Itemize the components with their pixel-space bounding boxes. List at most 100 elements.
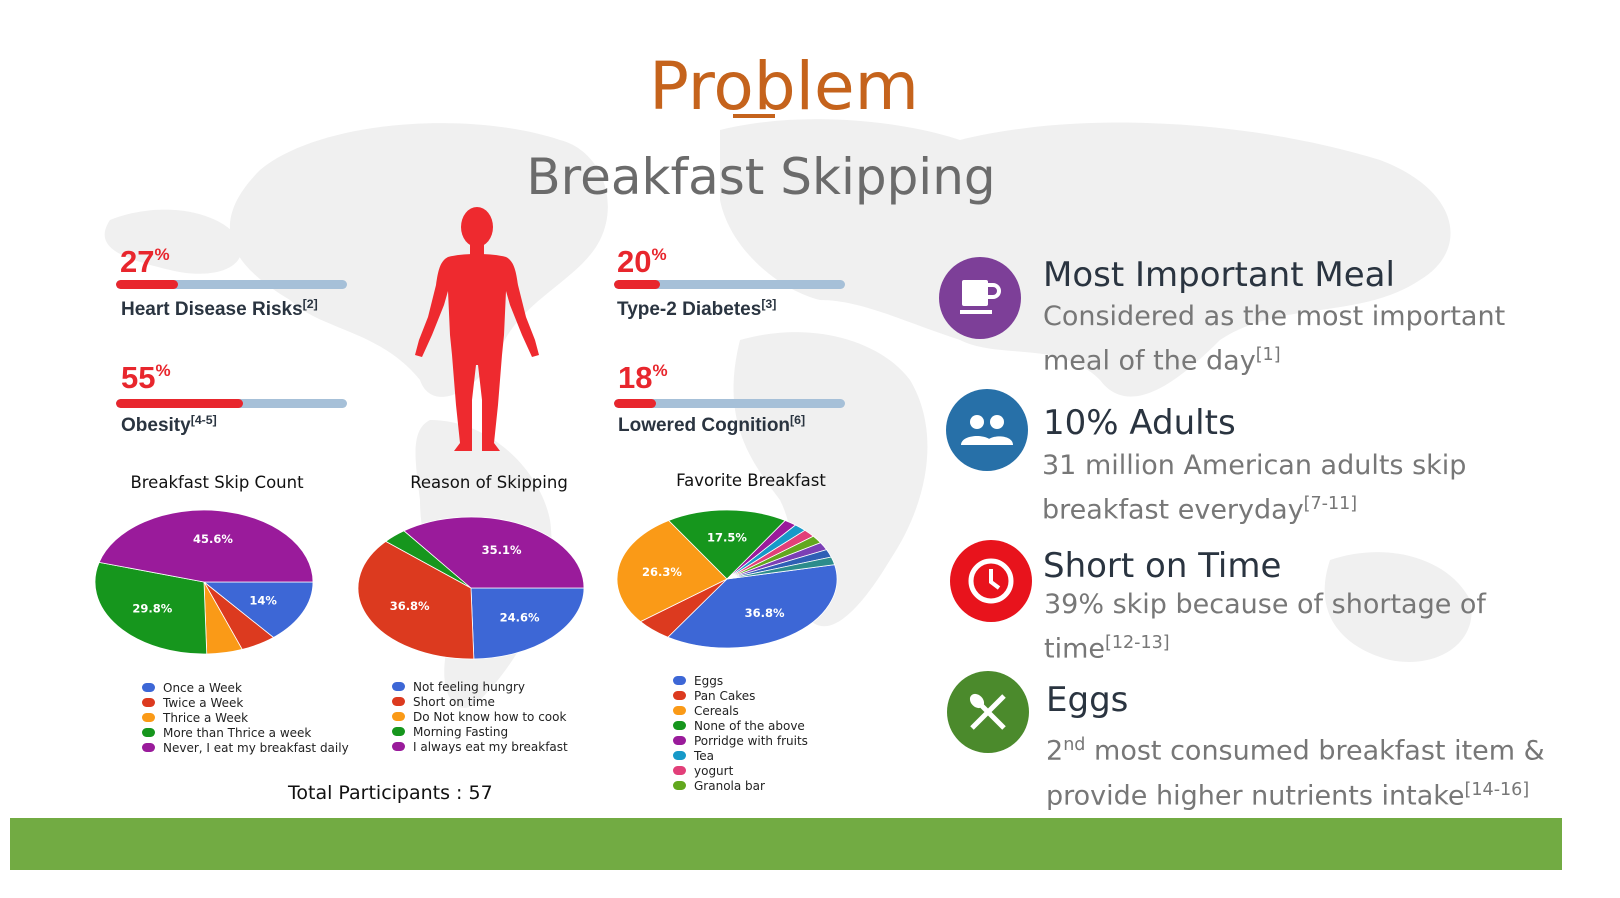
legend-swatch <box>142 698 155 707</box>
stat-percent: 27% <box>120 244 170 279</box>
legend-item: Pan Cakes <box>673 688 808 703</box>
slide-edge <box>1562 0 1620 898</box>
legend-swatch <box>392 727 405 736</box>
stat-percent: 18% <box>618 360 668 395</box>
feature-desc-short-time: 39% skip because of shortage of time[12-1… <box>1044 589 1486 665</box>
legend-swatch <box>673 736 686 745</box>
legend-swatch <box>673 706 686 715</box>
pie-label-2-0: 36.8% <box>745 606 785 620</box>
footer-bar <box>10 818 1562 870</box>
fork-spoon-icon <box>947 671 1029 753</box>
legend-label: Never, I eat my breakfast daily <box>163 740 349 755</box>
legend-label: Tea <box>694 748 715 763</box>
legend-label: Pan Cakes <box>694 688 756 703</box>
legend-swatch <box>673 721 686 730</box>
page-subtitle: Breakfast Skipping <box>526 148 996 206</box>
pie-slice-2-2 <box>616 520 728 623</box>
chart-title-favorite: Favorite Breakfast <box>676 471 826 490</box>
legend-label: None of the above <box>694 718 805 733</box>
stat-percent: 55% <box>121 360 171 395</box>
feature-title-important-meal: Most Important Meal <box>1043 255 1395 295</box>
stat-cognition: 18% <box>618 360 668 396</box>
chart-title-reason: Reason of Skipping <box>410 473 568 492</box>
stat-bar-fill <box>116 280 179 289</box>
pie-slice-0-0 <box>202 581 314 638</box>
legend-item: Tea <box>673 748 808 763</box>
legend-item: I always eat my breakfast <box>392 739 568 754</box>
pie-slice-0-4 <box>98 509 314 583</box>
title-underline <box>733 114 775 118</box>
legend-label: Short on time <box>413 694 495 709</box>
pie-slice-2-10 <box>726 556 836 580</box>
legend-label: Granola bar <box>694 778 765 793</box>
legend-item: More than Thrice a week <box>142 725 349 740</box>
legend-swatch <box>392 697 405 706</box>
pie-slice-2-0 <box>667 564 838 649</box>
pie-label-1-4: 35.1% <box>482 543 522 557</box>
stat-bar-fill <box>116 399 244 408</box>
stat-bar-fill <box>614 399 656 408</box>
legend-item: Porridge with fruits <box>673 733 808 748</box>
stat-obesity: 55% <box>121 360 171 396</box>
pie-slice-1-1 <box>357 540 475 660</box>
legend-label: Thrice a Week <box>163 710 249 725</box>
legend-label: I always eat my breakfast <box>413 739 568 754</box>
legend-label: Twice a Week <box>163 695 244 710</box>
pie-label-0-0: 14% <box>249 593 277 607</box>
page-title: Problem <box>649 48 919 125</box>
stat-bar-heart-disease <box>116 280 347 289</box>
human-body-icon <box>415 207 539 451</box>
pie-slice-2-3 <box>667 509 786 580</box>
stat-label-diabetes: Type-2 Diabetes[3] <box>617 297 777 320</box>
stat-bar-diabetes <box>614 280 845 289</box>
stat-percent: 20% <box>617 244 667 279</box>
stat-bar-fill <box>614 280 661 289</box>
feature-desc-eggs: 2nd most consumed breakfast item & provi… <box>1046 735 1545 812</box>
legend-item: Never, I eat my breakfast daily <box>142 740 349 755</box>
legend-swatch <box>673 676 686 685</box>
legend-label: Do Not know how to cook <box>413 709 567 724</box>
legend-item: Not feeling hungry <box>392 679 568 694</box>
legend-item: None of the above <box>673 718 808 733</box>
legend-label: More than Thrice a week <box>163 725 312 740</box>
legend-item: Thrice a Week <box>142 710 349 725</box>
legend-swatch <box>142 683 155 692</box>
stat-bar-obesity <box>116 399 347 408</box>
legend-item: Morning Fasting <box>392 724 568 739</box>
coffee-cup-icon <box>939 257 1021 339</box>
legend-swatch <box>142 728 155 737</box>
legend-favorite: Eggs Pan Cakes Cereals None of the above Por… <box>673 673 808 793</box>
pie-label-2-2: 26.3% <box>642 565 682 579</box>
feature-desc-adults: 31 million American adults skip breakfast… <box>1042 450 1467 526</box>
legend-label: Morning Fasting <box>413 724 509 739</box>
legend-swatch <box>673 751 686 760</box>
legend-swatch <box>142 713 155 722</box>
pie-slice-0-3 <box>94 561 208 655</box>
legend-swatch <box>673 781 686 790</box>
legend-label: Cereals <box>694 703 739 718</box>
legend-swatch <box>392 742 405 751</box>
legend-item: Once a Week <box>142 680 349 695</box>
legend-label: Once a Week <box>163 680 242 695</box>
pie-label-1-0: 24.6% <box>500 611 540 625</box>
legend-swatch <box>673 766 686 775</box>
legend-item: Do Not know how to cook <box>392 709 568 724</box>
legend-label: yogurt <box>694 763 734 778</box>
pie-slice-1-0 <box>470 587 585 660</box>
stat-bar-cognition <box>614 399 845 408</box>
clock-icon <box>950 540 1032 622</box>
legend-item: Granola bar <box>673 778 808 793</box>
stat-diabetes: 20% <box>617 244 667 280</box>
legend-swatch <box>142 743 155 752</box>
legend-skip-count: Once a Week Twice a Week Thrice a Week More… <box>142 680 349 755</box>
chart-title-skip-count: Breakfast Skip Count <box>130 473 304 492</box>
stat-heart-disease: 27% <box>120 244 170 280</box>
stat-label-cognition: Lowered Cognition[6] <box>618 413 806 436</box>
pie-label-2-3: 17.5% <box>707 531 747 545</box>
legend-item: Eggs <box>673 673 808 688</box>
legend-item: Cereals <box>673 703 808 718</box>
legend-item: Short on time <box>392 694 568 709</box>
legend-label: Not feeling hungry <box>413 679 526 694</box>
